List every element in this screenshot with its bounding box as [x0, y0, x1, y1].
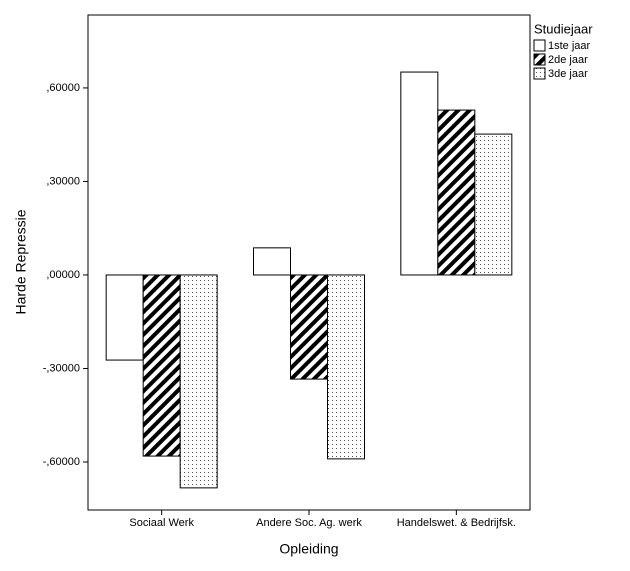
bar: [179, 274, 218, 489]
x-tick-label: Andere Soc. Ag. werk: [256, 517, 362, 529]
x-tick-label: Handelswet. & Bedrijfsk.: [397, 517, 516, 529]
bar: [253, 247, 291, 276]
bar: [290, 274, 328, 380]
legend-title: Studiejaar: [534, 21, 593, 36]
y-tick-label: -,60000: [43, 456, 80, 468]
legend-swatch: [533, 53, 546, 66]
x-axis-label: Opleiding: [279, 541, 338, 557]
legend-swatch: [533, 39, 546, 52]
bar: [105, 274, 144, 361]
bar: [327, 274, 365, 460]
bar: [474, 133, 513, 276]
y-tick-label: ,60000: [46, 82, 80, 94]
bar: [400, 71, 439, 276]
x-tick-label: Sociaal Werk: [129, 517, 194, 529]
legend-label: 1ste jaar: [548, 40, 591, 52]
legend-swatch: [533, 67, 546, 80]
bar: [142, 274, 181, 457]
y-tick-label: -,30000: [43, 362, 80, 374]
y-tick-label: ,30000: [46, 175, 80, 187]
y-tick-label: ,00000: [46, 269, 80, 281]
y-axis-label: Harde Repressie: [13, 209, 29, 314]
bar: [437, 109, 476, 276]
legend-label: 3de jaar: [548, 68, 588, 80]
legend-label: 2de jaar: [548, 54, 588, 66]
